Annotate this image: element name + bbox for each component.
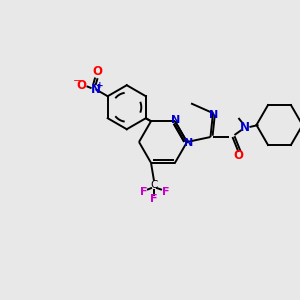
Text: N: N: [184, 138, 194, 148]
Text: F: F: [140, 187, 148, 197]
Text: −: −: [73, 76, 82, 86]
Text: O: O: [233, 148, 244, 161]
Text: O: O: [93, 65, 103, 78]
Text: F: F: [150, 194, 158, 204]
Text: N: N: [91, 83, 100, 96]
Text: O: O: [76, 79, 87, 92]
Text: F: F: [162, 187, 170, 197]
Text: N: N: [209, 110, 218, 120]
Text: N: N: [239, 121, 250, 134]
Text: C: C: [150, 180, 158, 190]
Text: N: N: [171, 115, 181, 125]
Text: +: +: [96, 81, 104, 90]
